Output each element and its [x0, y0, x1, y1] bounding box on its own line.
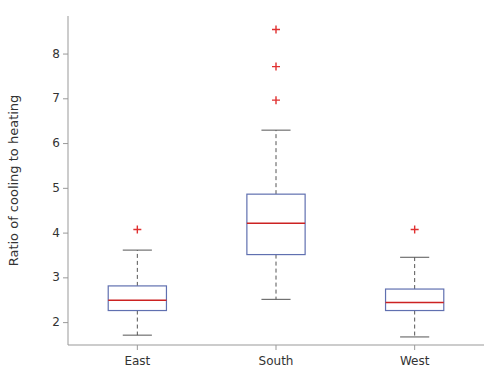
y-tick-label: 6: [52, 136, 60, 150]
y-tick-label: 3: [52, 270, 60, 284]
cap-high: [400, 257, 429, 258]
median: [247, 222, 305, 224]
y-axis-line: [68, 16, 69, 345]
whisker-high: [276, 130, 277, 194]
cap-low: [400, 336, 429, 337]
y-tick-label: 8: [52, 47, 60, 61]
median: [386, 302, 444, 304]
y-tick: [63, 277, 68, 278]
whisker-low: [137, 311, 138, 336]
cap-low: [261, 299, 290, 300]
x-tick-label: South: [259, 354, 294, 368]
flier: [272, 25, 280, 33]
cap-low: [123, 335, 152, 336]
median: [108, 299, 166, 301]
cap-high: [261, 130, 290, 131]
x-tick-label: West: [400, 354, 430, 368]
whisker-low: [276, 255, 277, 300]
y-tick: [63, 54, 68, 55]
chart-container: 2 3 4 5 6 7 8 East South West Ratio of cooling to …: [0, 0, 500, 387]
flier: [272, 96, 280, 104]
y-tick-label: 2: [52, 315, 60, 329]
y-tick: [63, 233, 68, 234]
y-tick-label: 5: [52, 181, 60, 195]
y-tick: [63, 143, 68, 144]
flier: [133, 226, 141, 234]
chart: 2 3 4 5 6 7 8 East South West Ratio of cooling to …: [0, 0, 500, 387]
whisker-low: [414, 311, 415, 337]
x-tick: [414, 345, 415, 350]
whisker-high: [414, 257, 415, 289]
flier: [411, 226, 419, 234]
flier: [272, 63, 280, 71]
x-tick: [276, 345, 277, 350]
cap-high: [123, 250, 152, 251]
x-tick-label: East: [124, 354, 150, 368]
y-tick: [63, 322, 68, 323]
y-tick-label: 4: [52, 226, 60, 240]
box: [386, 289, 444, 310]
y-tick: [63, 188, 68, 189]
whisker-high: [137, 250, 138, 286]
plot-area: [108, 25, 444, 337]
box: [108, 286, 166, 311]
x-tick: [137, 345, 138, 350]
y-axis-label: Ratio of cooling to heating: [6, 95, 21, 267]
box: [247, 194, 305, 254]
y-tick-label: 7: [52, 91, 60, 105]
y-tick: [63, 98, 68, 99]
